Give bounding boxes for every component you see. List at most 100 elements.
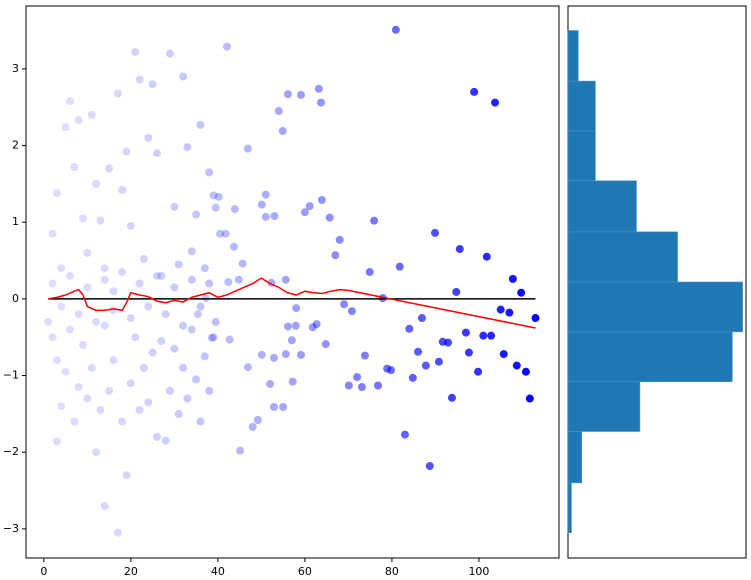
scatter-point [274,107,283,116]
scatter-point [201,294,210,303]
scatter-point [499,350,508,359]
hist-bar [567,30,579,82]
scatter-point [283,90,292,99]
scatter-point [270,402,279,411]
hist-bar [567,281,743,333]
scatter-point [183,394,192,403]
hist-bar [567,180,637,233]
scatter-point [48,229,57,238]
scatter-point [74,116,83,125]
scatter-point [57,264,66,273]
scatter-point [482,252,491,261]
scatter-point [157,271,166,280]
scatter-point [44,317,53,326]
scatter-point [479,331,488,340]
hist-bar [567,331,733,382]
scatter-point [139,363,148,372]
y-tick-label: −1 [3,369,19,382]
scatter-point [135,406,144,415]
scatter-point [166,386,175,395]
scatter-point [243,363,252,372]
scatter-point [292,304,301,313]
scatter-point [170,202,179,211]
scatter-point [344,381,353,390]
scatter-point [230,205,239,214]
scatter-point [287,336,296,345]
scatter-point [70,163,79,171]
scatter-point [118,417,127,426]
scatter-point [270,353,279,362]
scatter-point [211,203,220,212]
x-tick-label: 100 [468,565,489,578]
scatter-point [52,356,61,365]
scatter-point [96,216,105,225]
scatter-point [531,314,540,323]
scatter-point [261,212,270,221]
scatter-point [317,195,326,204]
scatter-point [214,192,223,201]
scatter-point [505,308,514,317]
scatter-point [96,406,105,415]
hist-bar [567,431,582,484]
scatter-point [452,287,461,296]
scatter-point [365,268,374,277]
scatter-point [512,361,521,370]
scatter-point [122,471,131,480]
x-tick-label: 40 [211,565,225,578]
scatter-point [65,325,74,334]
scatter-point [400,430,409,439]
scatter-point [266,379,275,388]
scatter-point [161,310,170,319]
scatter-point [200,264,209,273]
hist-bar [567,80,596,132]
y-tick-label: 0 [12,292,19,305]
scatter-point [179,72,188,81]
scatter-point [205,279,214,288]
scatter-point [248,422,257,431]
scatter-point [216,229,225,238]
x-tick-label: 60 [298,565,312,578]
scatter-point [209,333,218,342]
scatter-point [421,361,430,370]
scatter-point [187,247,196,256]
scatter-point [52,189,61,198]
scatter-point [200,352,209,361]
scatter-point [126,379,135,388]
scatter-point [78,214,87,223]
scatter-point [174,409,183,418]
scatter-point [179,321,188,330]
scatter-point [347,307,356,316]
scatter-point [378,294,387,303]
scatter-point [408,373,417,382]
scatter-point [196,120,205,129]
hist-bar [567,482,572,534]
scatter-point [288,377,297,386]
scatter-point [139,255,148,263]
scatter-point [192,375,201,384]
scatter-point [291,321,300,330]
scatter-point [122,147,131,156]
scatter-point [135,75,144,84]
scatter-point [83,394,92,403]
scatter-point [144,133,153,142]
scatter-point [109,287,118,296]
scatter-point [157,337,166,346]
scatter-point [221,229,230,238]
x-tick-label: 0 [40,565,47,578]
scatter-point [152,149,161,158]
scatter-point [83,248,92,257]
scatter-point [370,216,379,225]
scatter-point [296,90,305,99]
scatter-point [525,394,534,403]
scatter-point [83,283,92,292]
scatter-point [179,363,188,372]
scatter-point [395,262,404,271]
scatter-point [325,213,334,222]
scatter-point [48,279,57,288]
scatter-point [161,436,170,445]
scatter-point [131,333,140,342]
scatter-point [74,310,83,319]
scatter-point [211,317,220,326]
scatter-point [270,212,279,221]
